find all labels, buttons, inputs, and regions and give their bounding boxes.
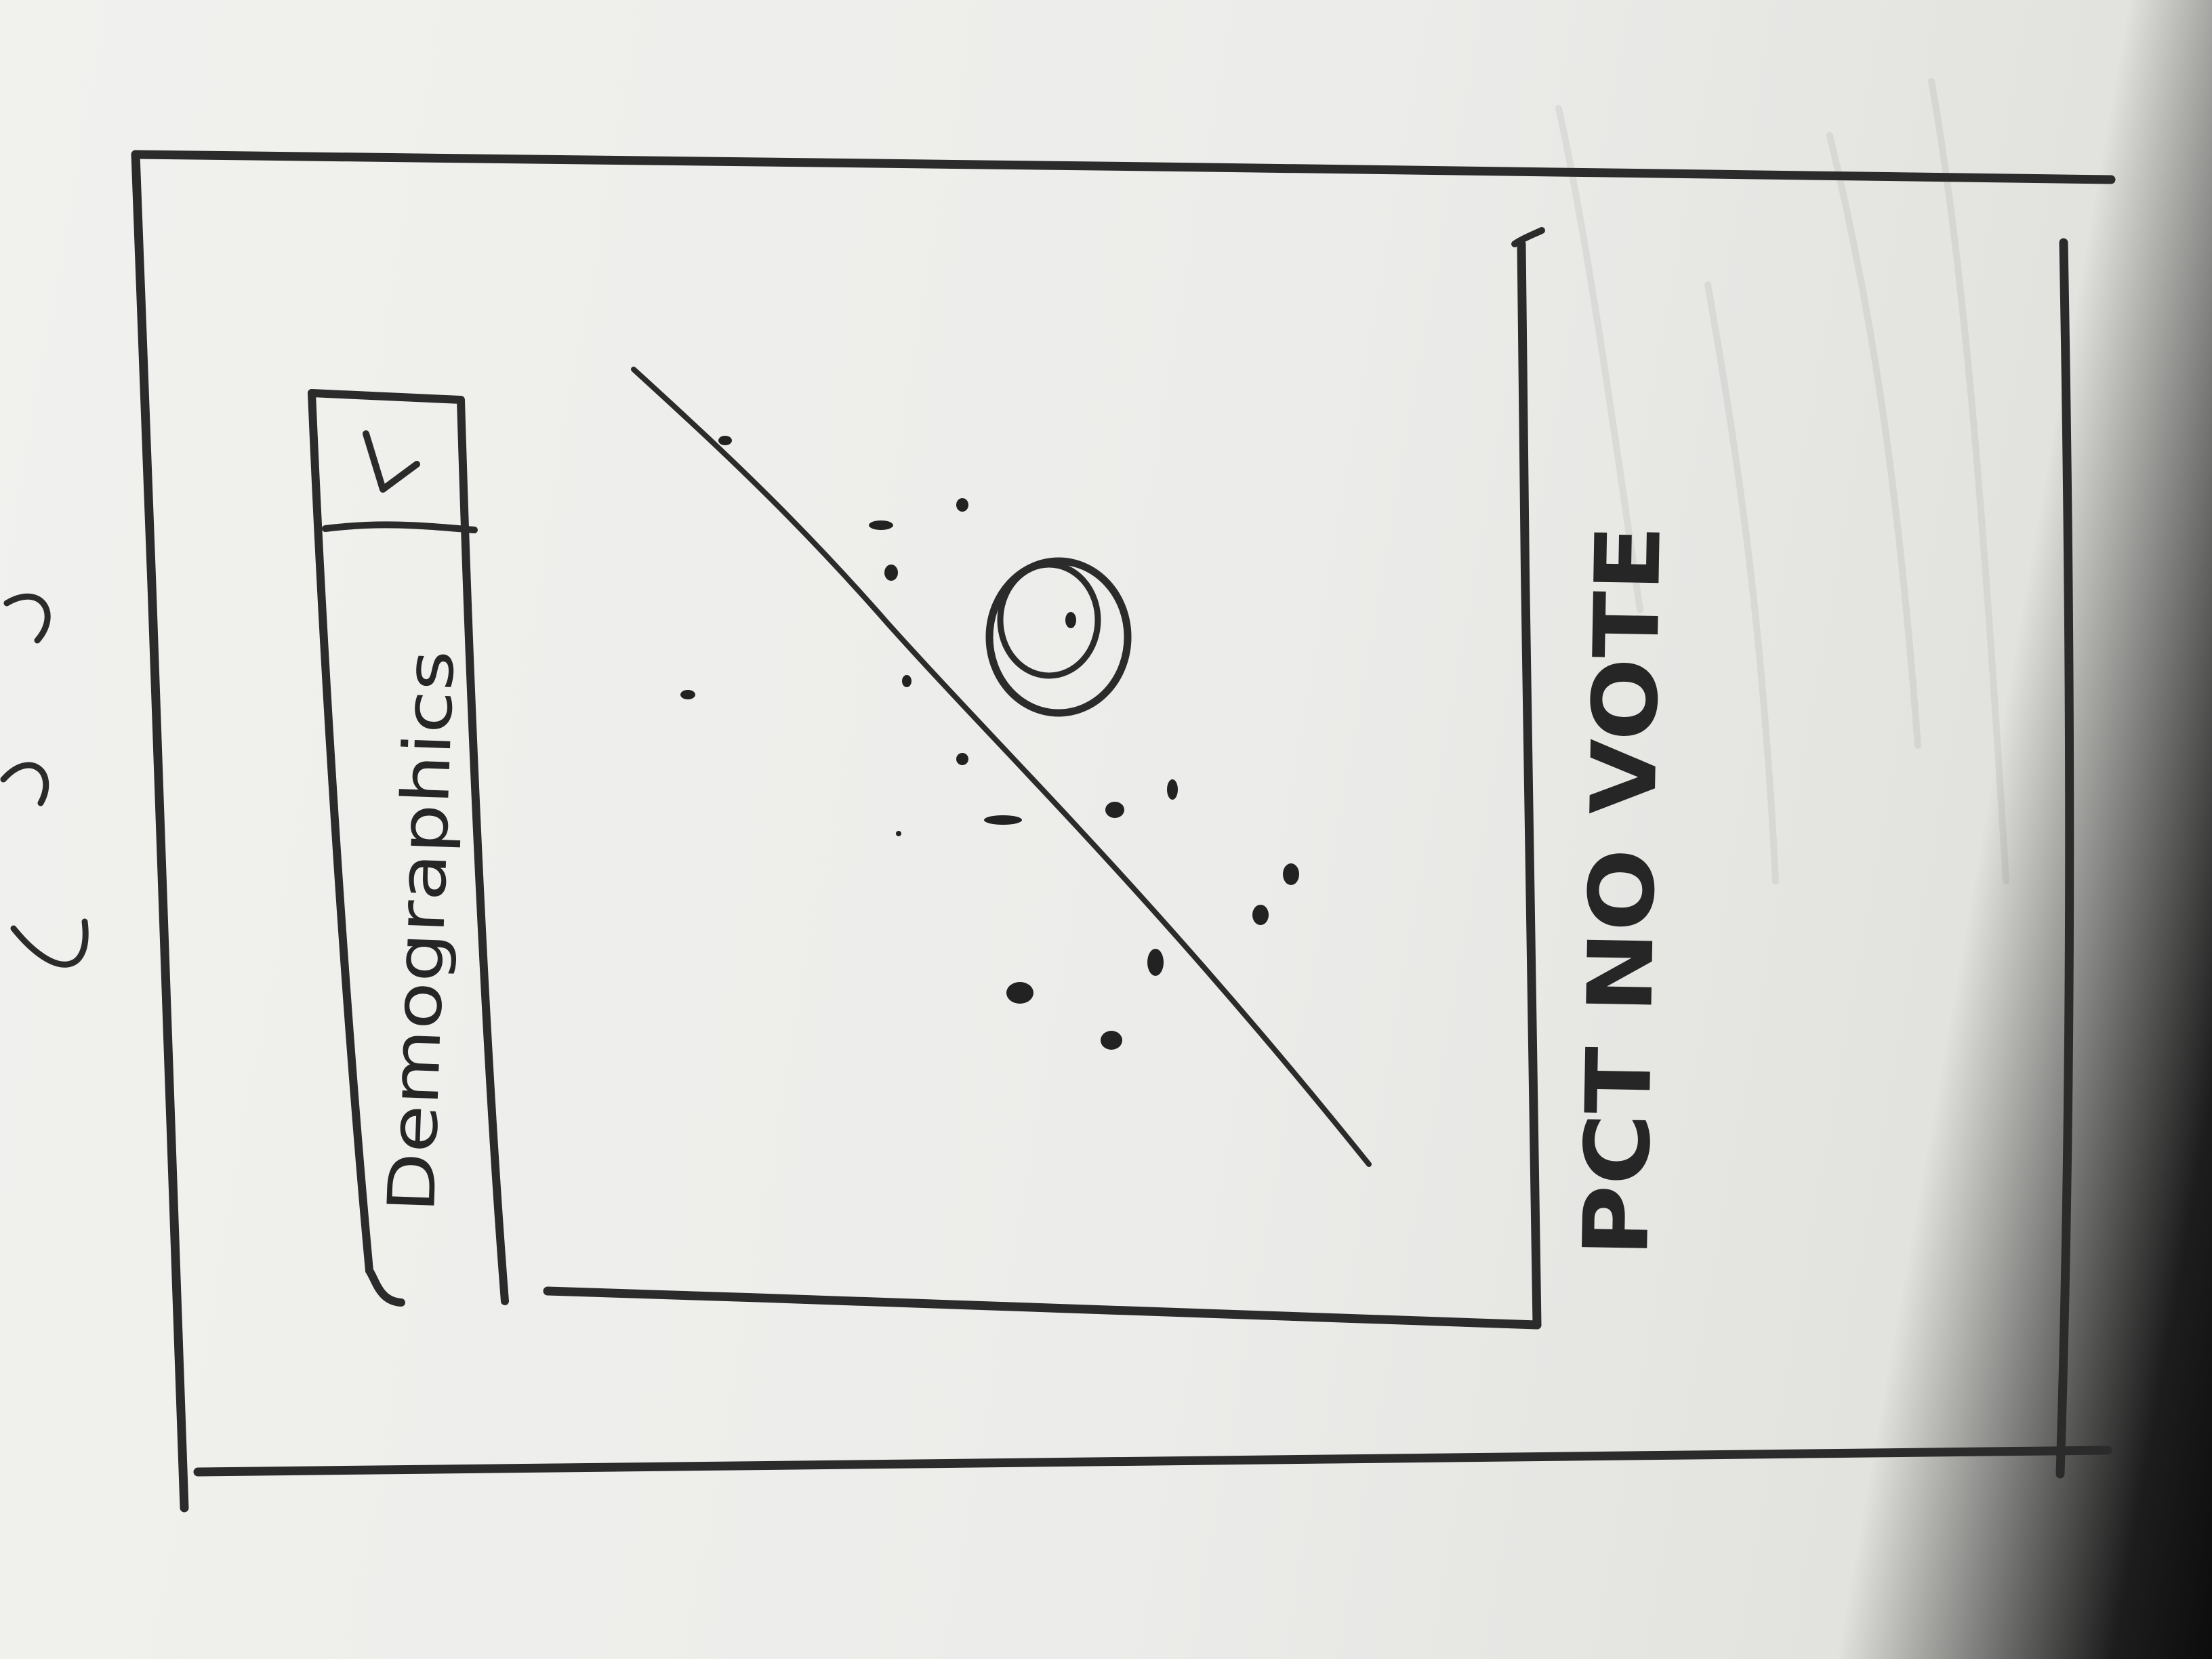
data-point bbox=[902, 675, 912, 687]
data-point bbox=[1252, 905, 1269, 925]
scatter-plot bbox=[631, 367, 1372, 1167]
data-point bbox=[1283, 863, 1299, 885]
data-point bbox=[1101, 1031, 1122, 1050]
data-point bbox=[1105, 802, 1124, 818]
outlier-highlight-circle bbox=[985, 557, 1132, 717]
bleed-through-writing bbox=[1555, 78, 2009, 884]
data-point bbox=[956, 498, 968, 512]
top-left-scribbles bbox=[0, 593, 89, 968]
data-point bbox=[869, 520, 893, 530]
dropdown-selected-value: Demographics bbox=[373, 649, 469, 1213]
trend-line bbox=[631, 367, 1372, 1167]
data-point bbox=[896, 831, 901, 836]
data-point bbox=[680, 690, 695, 699]
data-point bbox=[1006, 982, 1033, 1004]
triangle-down-icon[interactable] bbox=[363, 430, 420, 493]
data-point bbox=[1167, 779, 1178, 800]
dropdown-control[interactable]: Demographics bbox=[308, 389, 509, 1307]
data-point bbox=[718, 436, 732, 445]
data-point bbox=[884, 565, 898, 581]
data-point bbox=[1065, 612, 1076, 628]
data-point bbox=[1147, 949, 1164, 976]
chart-frame bbox=[543, 227, 1545, 1330]
data-point bbox=[956, 753, 968, 765]
chart-footer-label: PCT NO VOTE bbox=[1564, 524, 1681, 1258]
page-frame bbox=[131, 150, 2116, 1513]
data-point bbox=[984, 815, 1022, 825]
data-points bbox=[680, 436, 1299, 1050]
